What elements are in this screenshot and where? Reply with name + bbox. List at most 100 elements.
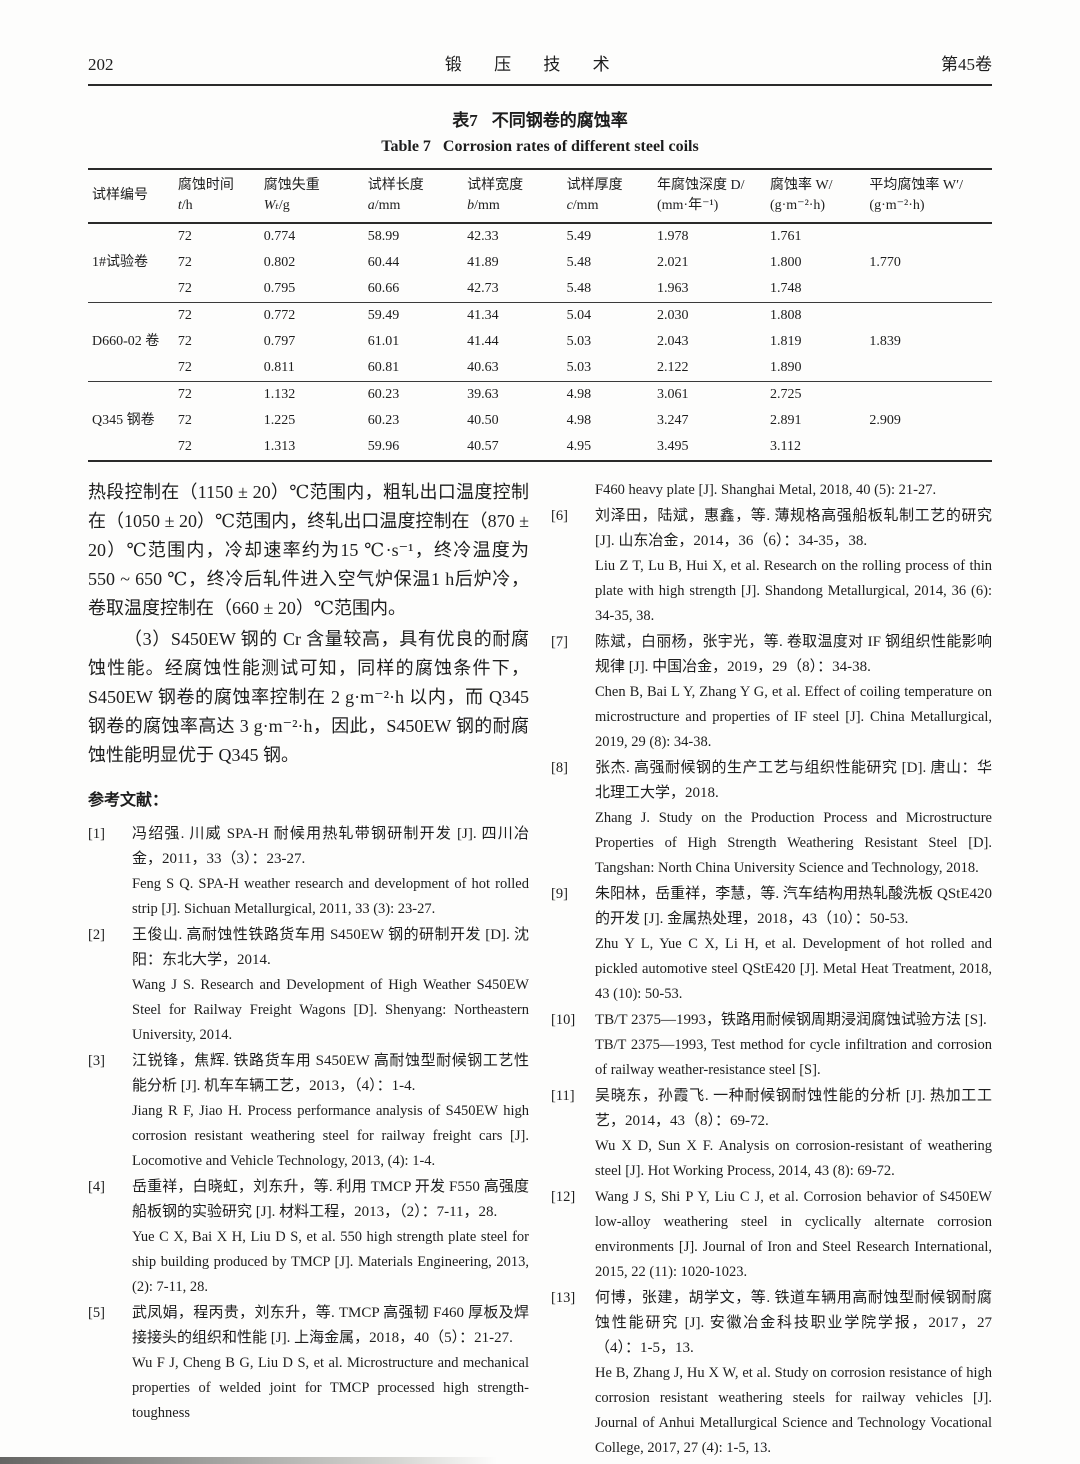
table-cell: 1.963 [656, 281, 689, 296]
table-cell: 5.03 [566, 334, 592, 349]
reference-number: [4] [88, 1179, 105, 1195]
column-header-name: 试样宽度 [467, 178, 524, 193]
table-cell: 72 [177, 334, 192, 349]
reference-item: [6] 刘泽田，陆斌，惠鑫，等. 薄规格高强船板轧制工艺的研究 [J]. 山东冶金… [551, 504, 992, 629]
reference-number [551, 478, 595, 503]
sample-id-cell: Q345 钢卷 [88, 381, 174, 461]
reference-item: [3] 江锐锋，焦辉. 铁路货车用 S450EW 高耐蚀型耐候钢工艺性能分析 [J… [88, 1049, 529, 1174]
table-cell: 3.495 [656, 439, 689, 454]
table-cell: 72 [177, 360, 192, 375]
table-cell: 42.33 [467, 229, 499, 244]
sample-id-cell: 1#试验卷 [92, 255, 148, 270]
reference-item: [10] TB/T 2375—1993，铁路用耐候钢周期浸润腐蚀试验方法 [S].… [551, 1008, 992, 1083]
column-header-name: 腐蚀时间 [177, 178, 234, 193]
reference-body: Wang J S, Shi P Y, Liu C J, et al. Corro… [595, 1185, 992, 1285]
table-title-en: Table 7 Corrosion rates of different stee… [88, 138, 992, 156]
table-number-en: Table 7 [381, 138, 431, 155]
table-cell: 2.030 [652, 302, 766, 329]
reference-body: 刘泽田，陆斌，惠鑫，等. 薄规格高强船板轧制工艺的研究 [J]. 山东冶金，20… [595, 504, 992, 629]
reference-item: [12] Wang J S, Shi P Y, Liu C J, et al. C… [551, 1185, 992, 1285]
table-cell: 5.48 [566, 281, 592, 296]
right-column: F460 heavy plate [J]. Shanghai Metal, 20… [551, 478, 992, 1462]
table-cell: 72 [173, 381, 260, 408]
reference-item: [7] 陈斌，白丽杨，张宇光，等. 卷取温度对 IF 钢组织性能影响规律 [J].… [551, 630, 992, 755]
table-cell: 0.772 [259, 302, 364, 329]
table-row: 72 1.225 60.23 40.50 4.98 3.247 2.891 [88, 408, 992, 434]
reference-number: [13] [551, 1290, 576, 1306]
references-heading: 参考文献： [88, 792, 169, 809]
table-cell: 3.112 [769, 439, 801, 454]
body-paragraph-1: 热段控制在（1150 ± 20）℃范围内，粗轧出口温度控制在（1050 ± 20… [88, 482, 529, 618]
table-cell: 60.23 [367, 413, 400, 428]
column-header-unit: (g·m⁻²·h) [769, 198, 826, 213]
table-cell: 2.725 [765, 381, 866, 408]
table-cell: 72 [177, 413, 192, 428]
table-cell: 1.313 [263, 439, 296, 454]
table-cell: 2.891 [769, 413, 802, 428]
column-header-unit: (g·m⁻²·h) [869, 198, 925, 213]
table-cell: 40.63 [467, 360, 499, 375]
table-cell: 5.48 [566, 255, 592, 270]
table-header-row: 试样编号 腐蚀时间 t/h 腐蚀失重 Wₜ/g 试样长度 a/mm 试样宽度 b/mm 试样厚度 c… [88, 169, 992, 223]
table-cell: 40.57 [467, 439, 499, 454]
table-cell: 5.03 [566, 360, 592, 375]
table-cell: 41.44 [467, 334, 499, 349]
table-caption-zh: 不同钢卷的腐蚀率 [491, 111, 628, 130]
reference-text-zh: 江锐锋，焦辉. 铁路货车用 S450EW 高耐蚀型耐候钢工艺性能分析 [J]. … [132, 1053, 529, 1094]
volume-label: 第45卷 [941, 55, 992, 74]
reference-text-zh: 何博，张建，胡学文，等. 铁道车辆用高耐蚀型耐候钢耐腐蚀性能研究 [J]. 安徽… [595, 1290, 992, 1356]
table-cell: 61.01 [367, 334, 400, 349]
references-list-right: F460 heavy plate [J]. Shanghai Metal, 20… [551, 478, 992, 1461]
reference-body: 何博，张建，胡学文，等. 铁道车辆用高耐蚀型耐候钢耐腐蚀性能研究 [J]. 安徽… [595, 1286, 992, 1461]
reference-body: 江锐锋，焦辉. 铁路货车用 S450EW 高耐蚀型耐候钢工艺性能分析 [J]. … [132, 1049, 529, 1174]
column-header-name: 腐蚀率 W/ [769, 178, 833, 193]
table-cell: 0.802 [263, 255, 296, 270]
table-cell: 1.978 [656, 229, 689, 244]
reference-body: 张杰. 高强耐候钢的生产工艺与组织性能研究 [D]. 唐山：华北理工大学，201… [595, 756, 992, 881]
table-cell: 2.021 [656, 255, 689, 270]
reference-text-zh: 冯绍强. 川威 SPA-H 耐候用热轧带钢研制开发 [J]. 四川冶金，2011… [132, 826, 529, 867]
reference-text-zh: 朱阳林，岳重祥，李慧，等. 汽车结构用热轧酸洗板 QStE420 的开发 [J]… [595, 886, 992, 927]
corrosion-table-body: 1#试验卷 72 0.774 58.99 42.33 5.49 1.978 1.761 1.77… [88, 223, 992, 461]
table-cell: 60.66 [367, 281, 400, 296]
reference-number: [5] [88, 1305, 105, 1321]
reference-body: 吴晓东，孙霞飞. 一种耐候钢耐蚀性能的分析 [J]. 热加工工艺，2014，43… [595, 1084, 992, 1184]
reference-item: F460 heavy plate [J]. Shanghai Metal, 20… [551, 478, 992, 503]
column-header-name: 试样编号 [92, 188, 148, 203]
column-header-name: 平均腐蚀率 W′/ [869, 178, 964, 193]
table-row: 72 0.802 60.44 41.89 5.48 2.021 1.800 [88, 250, 992, 276]
column-header-unit: (mm·年⁻¹) [656, 198, 719, 213]
reference-number: [12] [551, 1189, 576, 1205]
table-cell: 1.761 [769, 229, 802, 244]
table-cell: 42.73 [467, 281, 499, 296]
table-cell: 3.247 [656, 413, 689, 428]
table-cell: 1.800 [769, 255, 802, 270]
reference-number: [1] [88, 826, 105, 842]
reference-item: [8] 张杰. 高强耐候钢的生产工艺与组织性能研究 [D]. 唐山：华北理工大学，… [551, 756, 992, 881]
reference-body: 陈斌，白丽杨，张宇光，等. 卷取温度对 IF 钢组织性能影响规律 [J]. 中国… [595, 630, 992, 755]
reference-text-zh: 岳重祥，白晓虹，刘东升，等. 利用 TMCP 开发 F550 高强度船板钢的实验… [132, 1179, 529, 1220]
table-caption-en: Corrosion rates of different steel coils [442, 138, 699, 155]
table-cell: 58.99 [367, 229, 400, 244]
table-cell: 41.34 [463, 302, 563, 329]
corrosion-table: 试样编号 腐蚀时间 t/h 腐蚀失重 Wₜ/g 试样长度 a/mm 试样宽度 b/mm 试样厚度 c… [88, 168, 992, 462]
table-cell: 3.061 [652, 381, 766, 408]
average-corrosion-rate-cell: 1.839 [865, 302, 992, 382]
reference-number: [2] [88, 927, 105, 943]
table-cell: 5.04 [562, 302, 653, 329]
reference-text-zh: 张杰. 高强耐候钢的生产工艺与组织性能研究 [D]. 唐山：华北理工大学，201… [595, 760, 992, 801]
column-header: 试样长度 a/mm [364, 169, 463, 223]
reference-text-en: TB/T 2375—1993, Test method for cycle in… [595, 1037, 992, 1078]
reference-text-en: Wang J S, Shi P Y, Liu C J, et al. Corro… [595, 1189, 992, 1280]
reference-number: [3] [88, 1053, 105, 1069]
table-cell: 1.808 [765, 302, 866, 329]
column-header-name: 腐蚀失重 [263, 178, 320, 193]
table-row: 1#试验卷 72 0.774 58.99 42.33 5.49 1.978 1.761 1.77… [88, 223, 992, 270]
reference-body: F460 heavy plate [J]. Shanghai Metal, 20… [595, 478, 992, 503]
column-header-unit: t/h [177, 198, 193, 213]
table-cell: 1.890 [769, 360, 802, 375]
reference-text-zh: 陈斌，白丽杨，张宇光，等. 卷取温度对 IF 钢组织性能影响规律 [J]. 中国… [595, 634, 992, 675]
reference-number: [9] [551, 886, 568, 902]
reference-text-zh: 王俊山. 高耐蚀性铁路货车用 S450EW 钢的研制开发 [D]. 沈阳：东北大… [132, 927, 529, 968]
table-cell: 1.225 [263, 413, 296, 428]
